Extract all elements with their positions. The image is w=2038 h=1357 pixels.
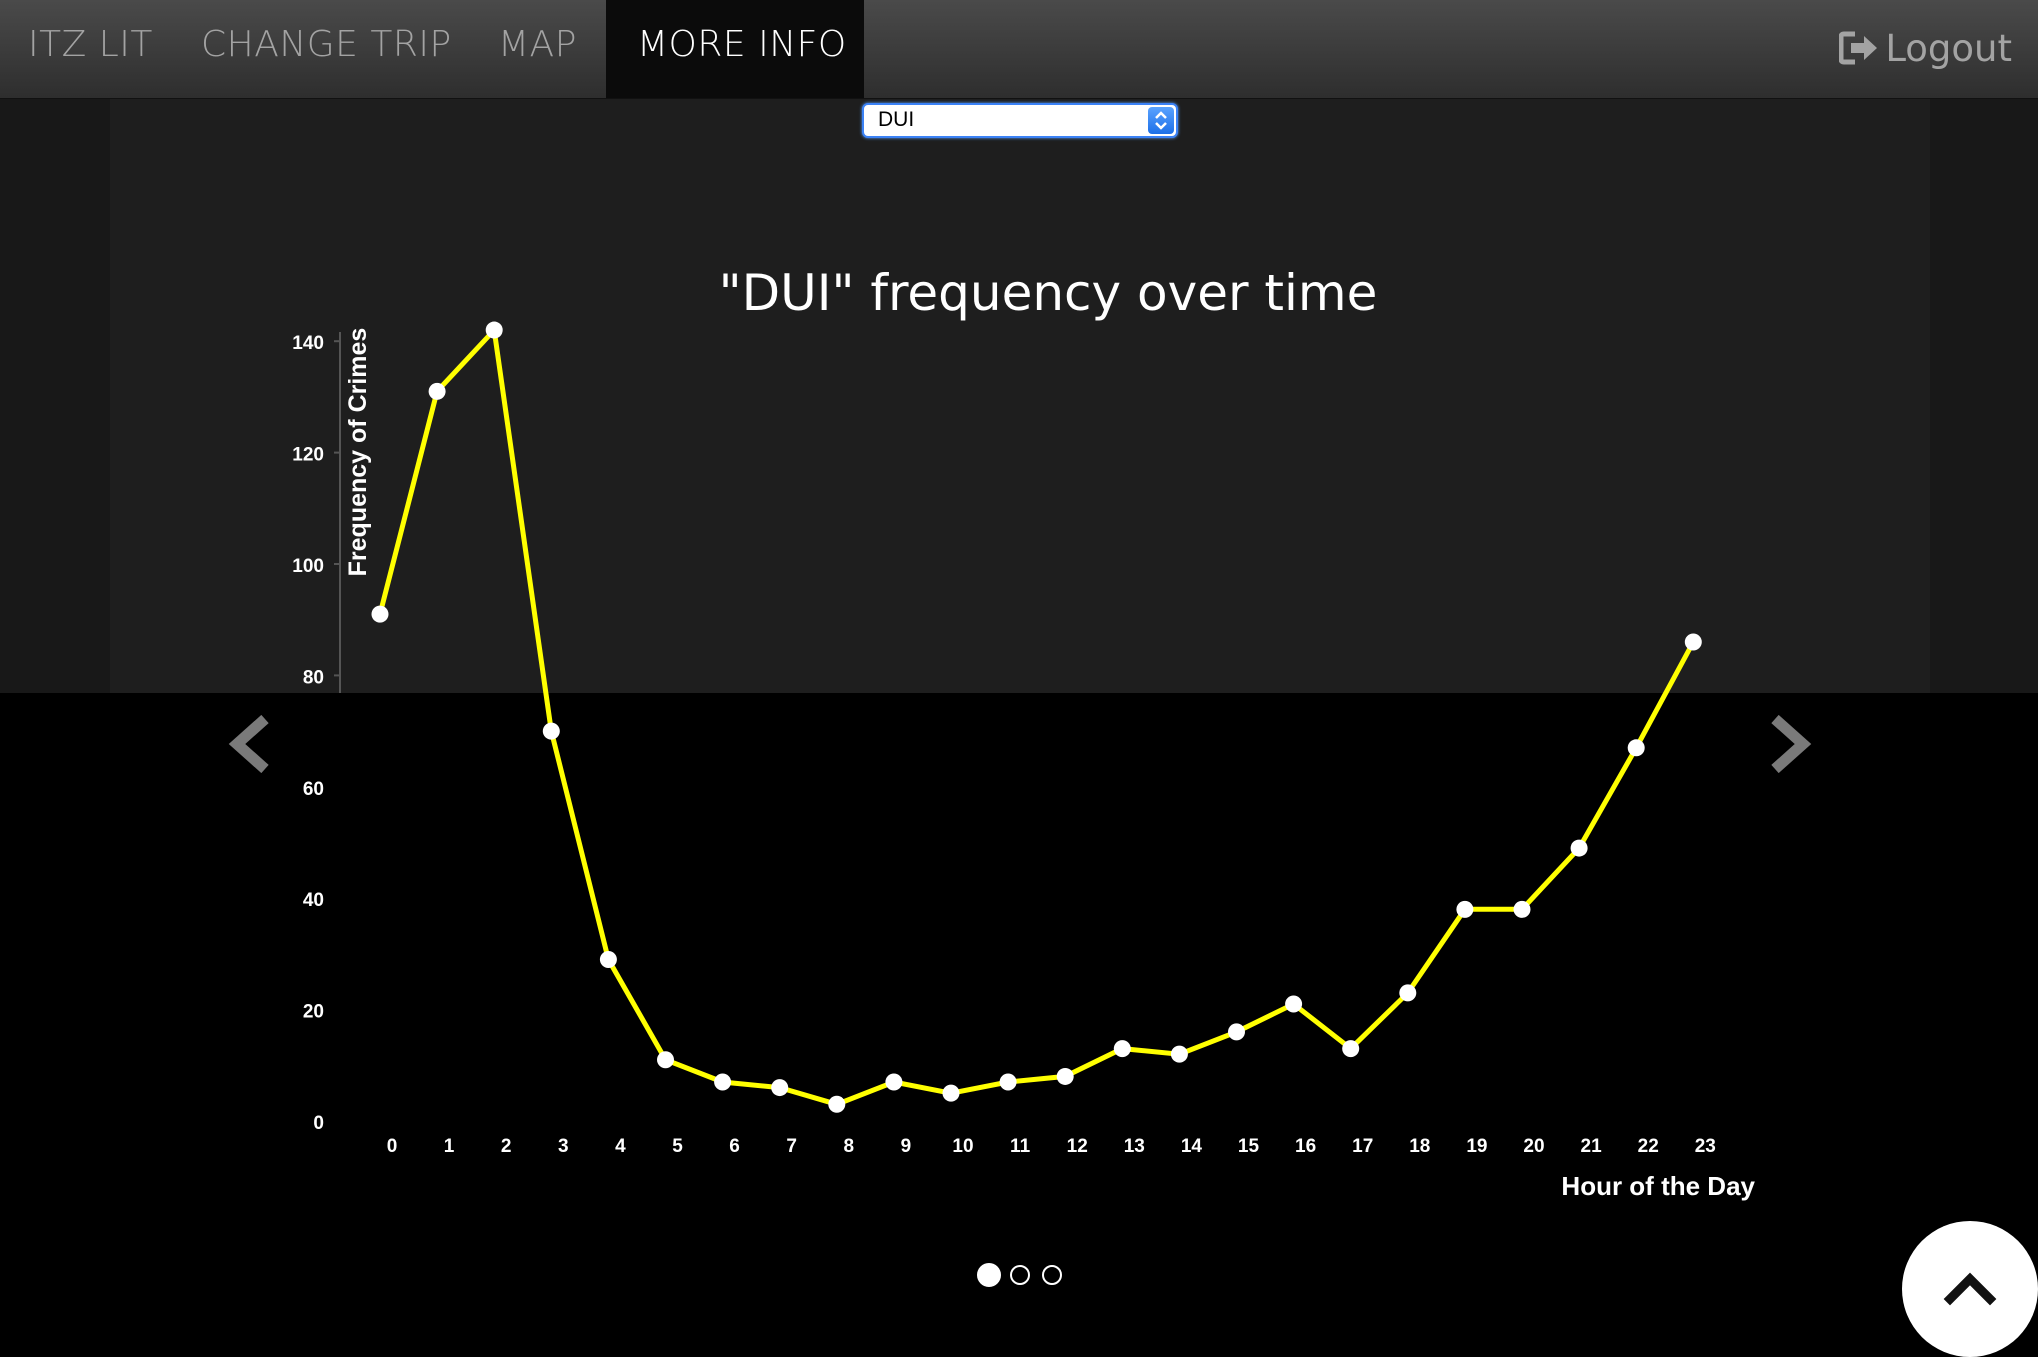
data-point <box>428 382 446 400</box>
nav-item-more-info[interactable]: MORE INFO <box>606 0 864 98</box>
data-point <box>599 950 617 968</box>
chevron-up-icon <box>1943 1272 1997 1306</box>
y-tick-label: 0 <box>313 1113 324 1134</box>
data-point <box>371 605 389 623</box>
x-tick-label: 10 <box>952 1136 973 1157</box>
data-point <box>657 1051 674 1069</box>
logout-label: Logout <box>1885 27 2012 70</box>
x-tick-label: 16 <box>1295 1136 1316 1157</box>
data-point <box>1570 839 1588 857</box>
x-tick-label: 13 <box>1124 1136 1145 1157</box>
data-point <box>771 1079 789 1097</box>
data-point <box>885 1073 903 1091</box>
x-tick-label: 8 <box>844 1136 855 1157</box>
x-tick-label: 3 <box>558 1136 569 1157</box>
x-tick-label: 14 <box>1181 1136 1203 1157</box>
scroll-to-top-button[interactable] <box>1902 1221 2038 1357</box>
chevron-left-icon <box>228 714 269 774</box>
series-line <box>377 324 1696 1107</box>
data-point <box>542 722 560 740</box>
x-tick-label: 9 <box>901 1136 912 1157</box>
data-point <box>1170 1045 1188 1063</box>
chart-title: "DUI" frequency over time <box>719 264 1378 322</box>
y-axis-label: Frequency of Crimes <box>344 328 372 577</box>
carousel-indicator-2[interactable] <box>1010 1265 1030 1285</box>
data-point <box>1228 1023 1245 1041</box>
x-tick-label: 1 <box>444 1136 455 1157</box>
nav-item-itz-lit[interactable]: ITZ LIT <box>28 24 153 65</box>
panel-side-right <box>1930 99 2038 693</box>
y-tick-label: 60 <box>303 779 324 800</box>
data-point <box>1056 1067 1074 1085</box>
data-point <box>1513 900 1531 918</box>
navbar: ITZ LIT CHANGE TRIP MAP MORE INFO Logout <box>0 0 2038 99</box>
data-point <box>999 1073 1017 1091</box>
x-tick-label: 17 <box>1352 1136 1373 1157</box>
x-axis-label: Hour of the Day <box>1561 1171 1755 1201</box>
nav-item-map[interactable]: MAP <box>498 24 577 65</box>
y-tick-label: 40 <box>303 890 324 911</box>
carousel-indicator-1[interactable] <box>977 1263 1001 1287</box>
data-point <box>485 321 503 339</box>
x-tick-label: 22 <box>1638 1136 1659 1157</box>
nav-item-change-trip[interactable]: CHANGE TRIP <box>201 24 452 65</box>
data-point <box>1285 995 1303 1013</box>
data-point <box>1684 633 1702 651</box>
chart-panel <box>110 99 1930 693</box>
logout-button[interactable]: Logout <box>1838 0 2012 98</box>
x-tick-label: 21 <box>1581 1136 1603 1157</box>
x-tick-label: 11 <box>1010 1136 1031 1157</box>
carousel-indicator-3[interactable] <box>1042 1265 1062 1285</box>
x-tick-label: 7 <box>786 1136 797 1157</box>
carousel-next-button[interactable] <box>1763 714 1815 778</box>
carousel-prev-button[interactable] <box>225 714 277 778</box>
data-point <box>942 1084 960 1102</box>
x-tick-label: 0 <box>387 1136 398 1157</box>
x-tick-label: 15 <box>1238 1136 1260 1157</box>
x-tick-label: 19 <box>1466 1136 1487 1157</box>
logout-icon <box>1838 31 1878 65</box>
data-point <box>1342 1040 1360 1058</box>
x-tick-label: 4 <box>615 1136 626 1157</box>
y-tick-label: 140 <box>292 333 324 354</box>
select-arrows-icon <box>1148 107 1174 134</box>
x-tick-label: 2 <box>501 1136 512 1157</box>
data-point <box>1627 739 1645 757</box>
data-point <box>714 1073 732 1091</box>
x-tick-label: 20 <box>1523 1136 1544 1157</box>
x-tick-label: 5 <box>672 1136 683 1157</box>
y-tick-label: 20 <box>303 1002 324 1023</box>
y-tick-label: 80 <box>303 667 324 688</box>
chevron-right-icon <box>1771 714 1812 774</box>
data-point <box>828 1095 846 1113</box>
x-tick-label: 12 <box>1067 1136 1088 1157</box>
crime-type-select[interactable]: DUI <box>862 103 1178 138</box>
data-point <box>1113 1040 1131 1058</box>
x-tick-label: 18 <box>1409 1136 1430 1157</box>
y-tick-label: 120 <box>292 445 324 466</box>
data-point <box>1456 900 1474 918</box>
y-tick-label: 100 <box>292 556 324 577</box>
x-tick-label: 6 <box>729 1136 740 1157</box>
crime-type-select-value: DUI <box>878 108 915 131</box>
x-tick-label: 23 <box>1695 1136 1716 1157</box>
panel-side-left <box>0 99 110 693</box>
data-point <box>1399 984 1417 1002</box>
